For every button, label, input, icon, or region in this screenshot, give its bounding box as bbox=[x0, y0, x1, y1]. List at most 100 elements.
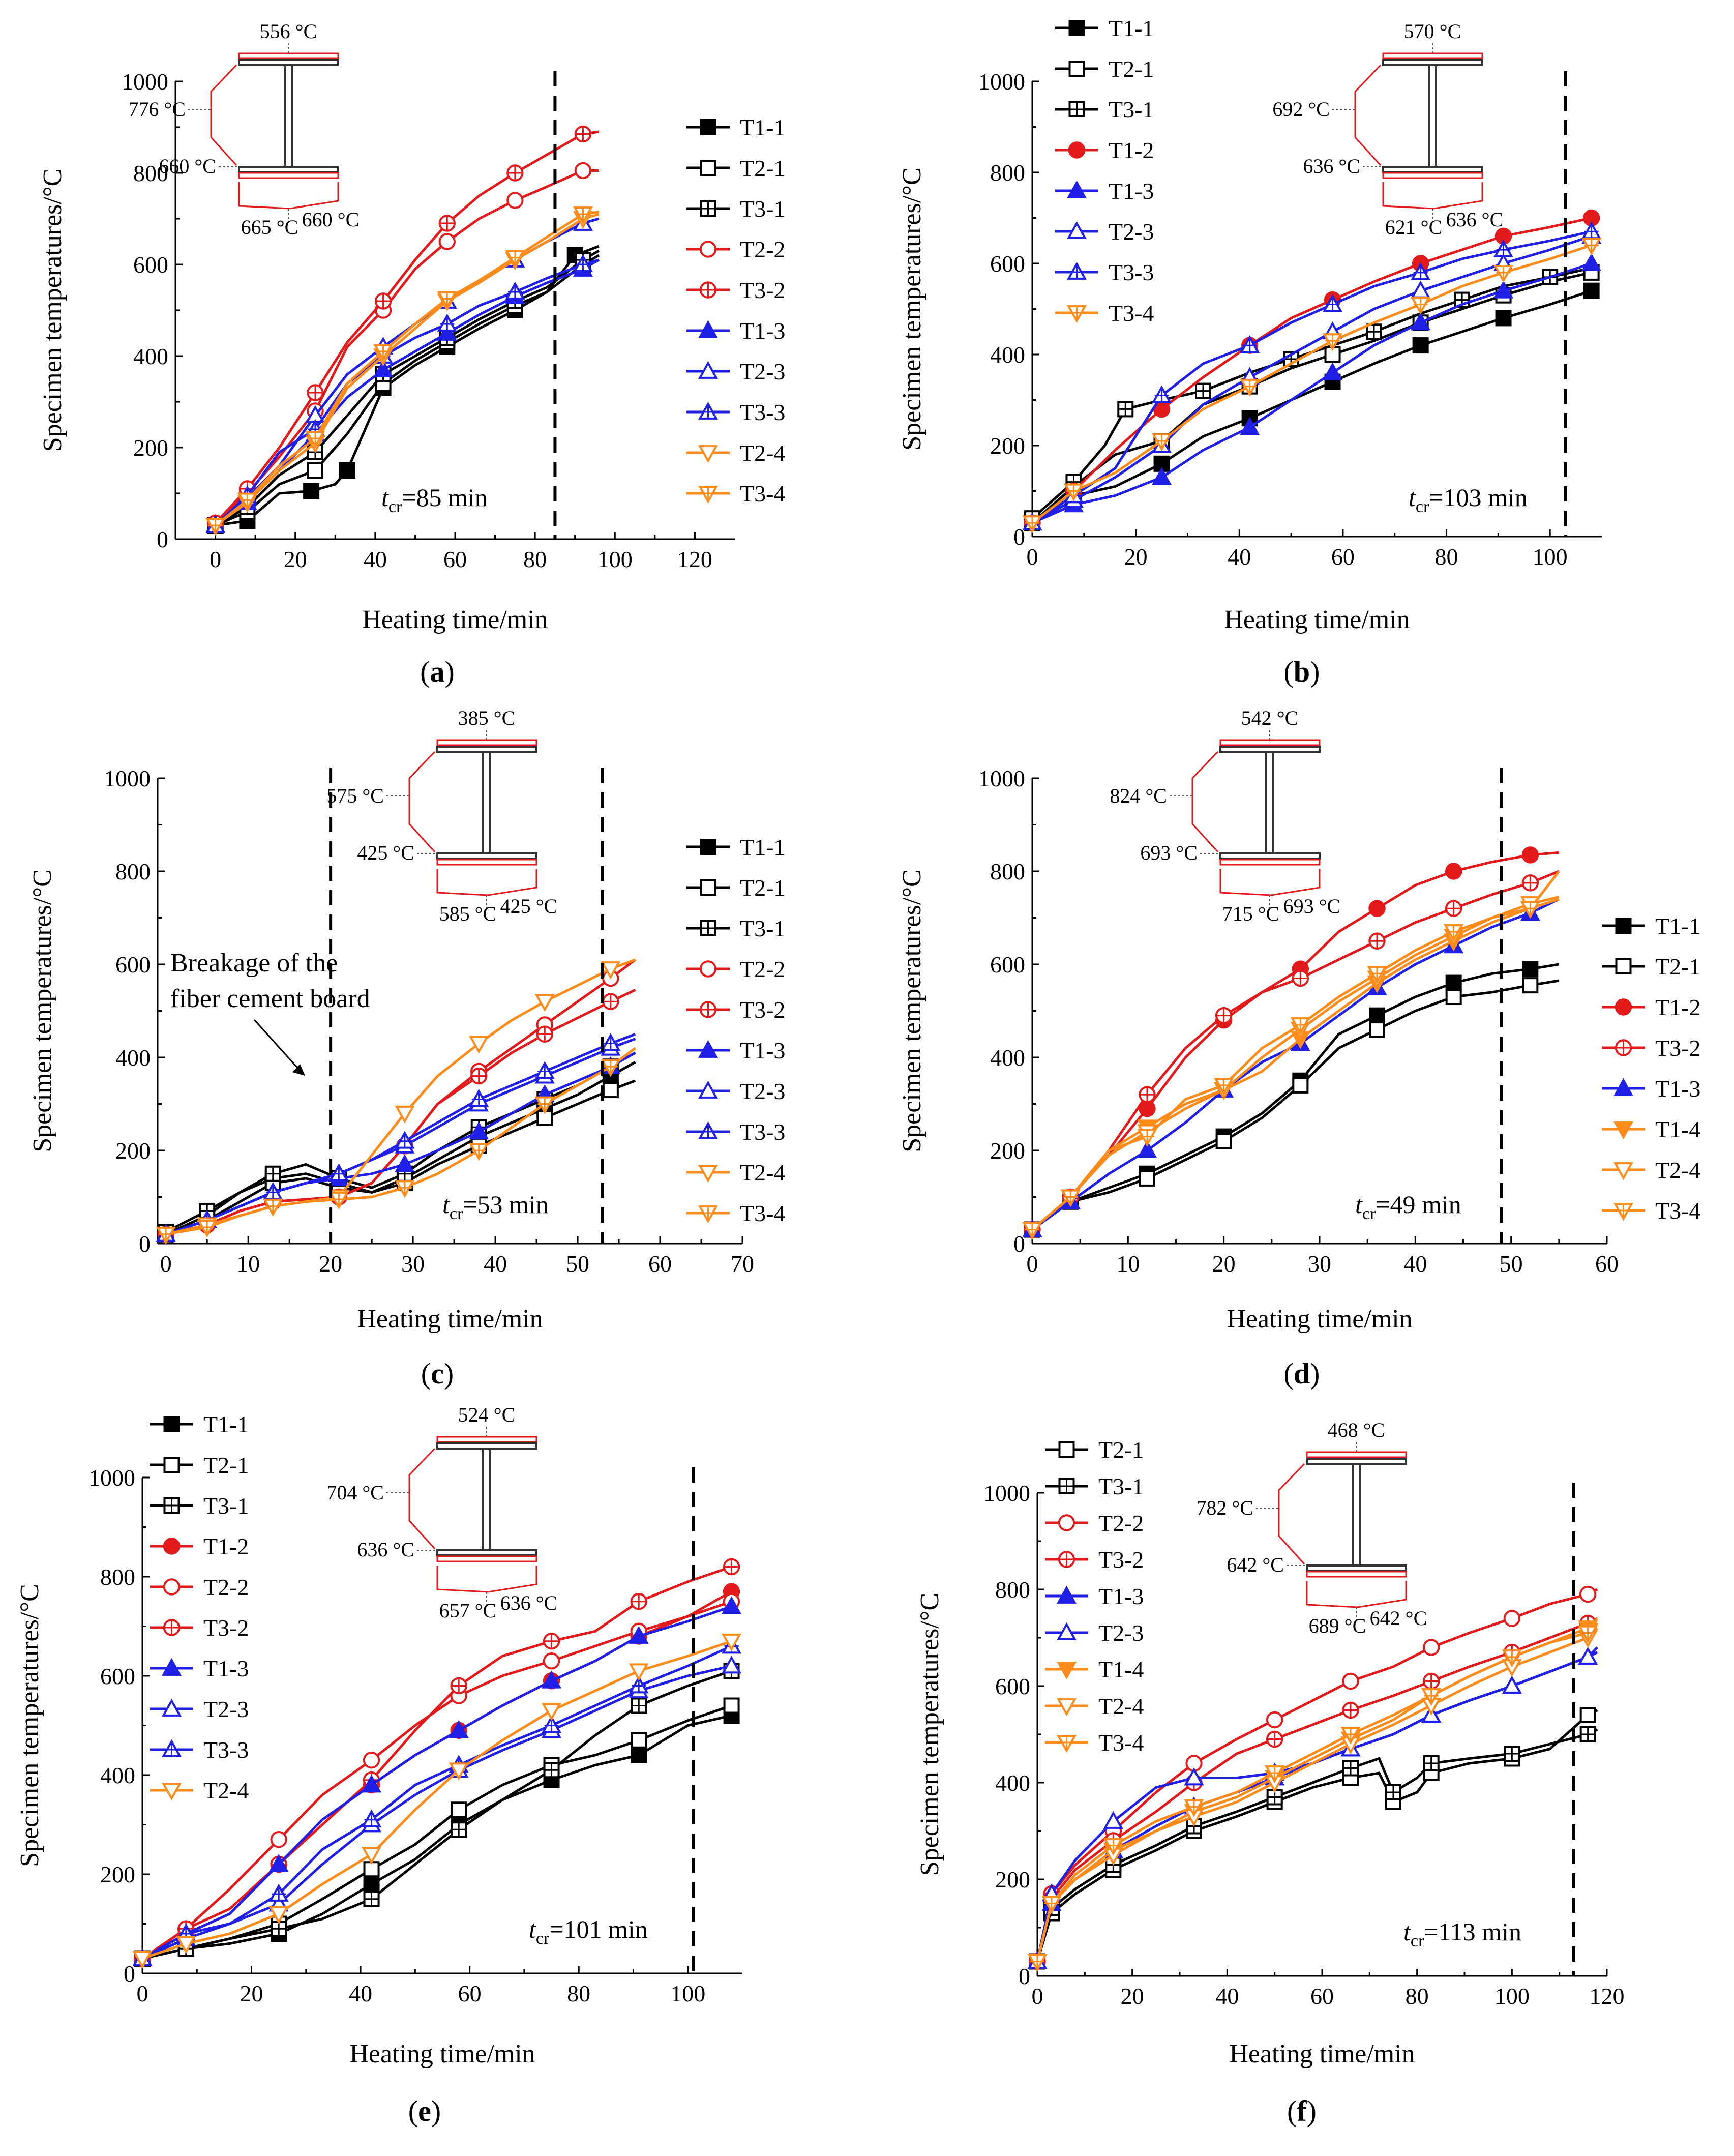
y-tick-label: 400 bbox=[990, 1045, 1025, 1071]
y-tick-label: 0 bbox=[157, 526, 168, 552]
data-point-T2-1 bbox=[1292, 1077, 1309, 1094]
data-point-T2-2 bbox=[438, 233, 456, 250]
x-tick-label: 100 bbox=[1533, 544, 1568, 570]
series-line-T3-2 bbox=[1036, 1617, 1598, 1962]
data-point-T2-3 bbox=[1103, 1811, 1123, 1829]
inset-top-temp: 524 °C bbox=[458, 1403, 516, 1426]
legend-label-T3-2: T3-2 bbox=[203, 1615, 249, 1641]
data-point-T2-1 bbox=[1522, 977, 1539, 994]
legend-label-T2-3: T2-3 bbox=[203, 1696, 249, 1722]
legend-label-T3-2: T3-2 bbox=[1098, 1547, 1144, 1573]
inset-bottom-right-temp: 660 °C bbox=[302, 208, 360, 231]
panel-label-letter: a bbox=[430, 655, 445, 688]
x-tick-label: 80 bbox=[1435, 544, 1458, 570]
legend-label-T3-3: T3-3 bbox=[740, 399, 785, 425]
legend-label-T1-2: T1-2 bbox=[203, 1533, 249, 1559]
y-tick-label: 1000 bbox=[104, 765, 151, 791]
x-tick-label: 70 bbox=[731, 1251, 754, 1277]
data-point-T2-3 bbox=[1184, 1767, 1204, 1786]
x-tick-label: 20 bbox=[240, 1981, 263, 2006]
series-line-T3-2 bbox=[141, 1566, 732, 1960]
y-tick-label: 600 bbox=[990, 952, 1025, 978]
x-tick-label: 0 bbox=[1027, 1251, 1038, 1277]
data-point-T1-1 bbox=[1583, 282, 1600, 299]
y-tick-label: 0 bbox=[1013, 524, 1025, 550]
series-line-T2-4 bbox=[1036, 1627, 1599, 1962]
legend-label-T3-1: T3-1 bbox=[1098, 1473, 1144, 1499]
data-point-T2-2 bbox=[574, 162, 592, 180]
data-point-T2-1 bbox=[1139, 1170, 1155, 1187]
x-tick-label: 20 bbox=[319, 1251, 342, 1277]
y-tick-label: 600 bbox=[100, 1663, 135, 1689]
inset-web bbox=[1352, 1463, 1361, 1567]
legend-marker-T1-2 bbox=[163, 1538, 181, 1555]
inset-bottom-right-temp: 636 °C bbox=[500, 1591, 558, 1614]
data-point-T2-1 bbox=[1369, 1021, 1385, 1038]
legend-label-T2-1: T2-1 bbox=[203, 1452, 249, 1478]
legend-label-T3-4: T3-4 bbox=[740, 481, 785, 507]
inset-bottom-left-temp: 621 °C bbox=[1385, 216, 1443, 239]
data-point-T2-2 bbox=[1503, 1610, 1521, 1627]
data-point-T1-1 bbox=[1522, 961, 1539, 978]
legend-marker-T2-2 bbox=[699, 960, 717, 978]
x-tick-label: 60 bbox=[1331, 544, 1355, 570]
x-tick-label: 40 bbox=[1215, 1983, 1239, 2009]
x-tick-label: 40 bbox=[364, 546, 387, 572]
x-axis-label: Heating time/min bbox=[1229, 2040, 1415, 2069]
legend-label-T1-2: T1-2 bbox=[1655, 994, 1700, 1020]
x-tick-label: 60 bbox=[443, 546, 467, 572]
panel-label-close: ) bbox=[444, 1357, 454, 1390]
legend-label-T2-2: T2-2 bbox=[740, 237, 785, 262]
inset-bottom-temp: 693 °C bbox=[1140, 841, 1198, 864]
tcr-label: tcr=53 min bbox=[442, 1190, 549, 1223]
y-tick-label: 800 bbox=[133, 160, 168, 186]
inset-bottom-profile bbox=[238, 182, 339, 210]
panel-label-close: ) bbox=[1310, 655, 1320, 688]
x-tick-label: 100 bbox=[670, 1981, 705, 2006]
y-tick-label: 400 bbox=[995, 1770, 1030, 1796]
legend-label-T1-3: T1-3 bbox=[740, 1038, 785, 1064]
legend-marker-T1-3 bbox=[1067, 180, 1087, 198]
data-point-T2-1 bbox=[1215, 1133, 1232, 1149]
legend-label-T2-4: T2-4 bbox=[740, 1160, 785, 1186]
legend-marker-T2-3 bbox=[698, 361, 718, 379]
inset-top-temp: 542 °C bbox=[1241, 706, 1299, 729]
tcr-sub: cr bbox=[388, 497, 402, 516]
data-point-T1-2 bbox=[1445, 863, 1462, 880]
legend-label-T3-4: T3-4 bbox=[1098, 1730, 1144, 1756]
x-tick-label: 40 bbox=[484, 1251, 507, 1277]
series-line-T2-4 bbox=[142, 1640, 732, 1960]
inset-web-temp: 704 °C bbox=[326, 1481, 384, 1504]
legend-label-T1-1: T1-1 bbox=[740, 834, 785, 860]
data-point-T2-4 bbox=[542, 1703, 562, 1721]
y-axis-label: Specimen temperatures/°C bbox=[15, 1584, 44, 1867]
data-point-T2-3 bbox=[722, 1656, 742, 1674]
x-tick-label: 100 bbox=[1494, 1983, 1530, 2009]
tcr-t: t bbox=[529, 1915, 536, 1943]
inset-web-profile bbox=[408, 751, 436, 853]
panel-label-close: ) bbox=[1310, 1357, 1320, 1390]
legend-label-T2-3: T2-3 bbox=[1098, 1620, 1144, 1646]
data-point-T1-3 bbox=[1411, 312, 1431, 331]
legend-label-T2-4: T2-4 bbox=[203, 1778, 249, 1804]
data-point-T2-4 bbox=[629, 1663, 649, 1681]
data-point-T1-3 bbox=[1493, 280, 1514, 299]
data-point-T1-3 bbox=[629, 1626, 649, 1644]
inset-bottom-temp: 642 °C bbox=[1227, 1553, 1284, 1576]
data-point-T2-2 bbox=[1342, 1672, 1359, 1690]
inset-bottom-board bbox=[1219, 859, 1321, 866]
inset-web-profile bbox=[1191, 751, 1219, 853]
legend-label-T2-2: T2-2 bbox=[740, 956, 785, 982]
tcr-value: =85 min bbox=[402, 483, 487, 512]
tcr-t: t bbox=[442, 1190, 450, 1219]
inset-bottom-profile bbox=[436, 1566, 537, 1593]
panel-label-letter: c bbox=[431, 1357, 444, 1390]
x-tick-label: 10 bbox=[1116, 1251, 1140, 1277]
inset-bottom-flange bbox=[436, 1549, 537, 1556]
inset-bottom-right-temp: 693 °C bbox=[1283, 895, 1341, 918]
y-tick-label: 1000 bbox=[88, 1465, 135, 1491]
data-point-T1-1 bbox=[363, 1876, 380, 1893]
x-tick-label: 50 bbox=[1500, 1251, 1523, 1277]
inset-bottom-profile bbox=[1382, 182, 1483, 210]
legend-marker-T2-1 bbox=[1615, 958, 1632, 974]
